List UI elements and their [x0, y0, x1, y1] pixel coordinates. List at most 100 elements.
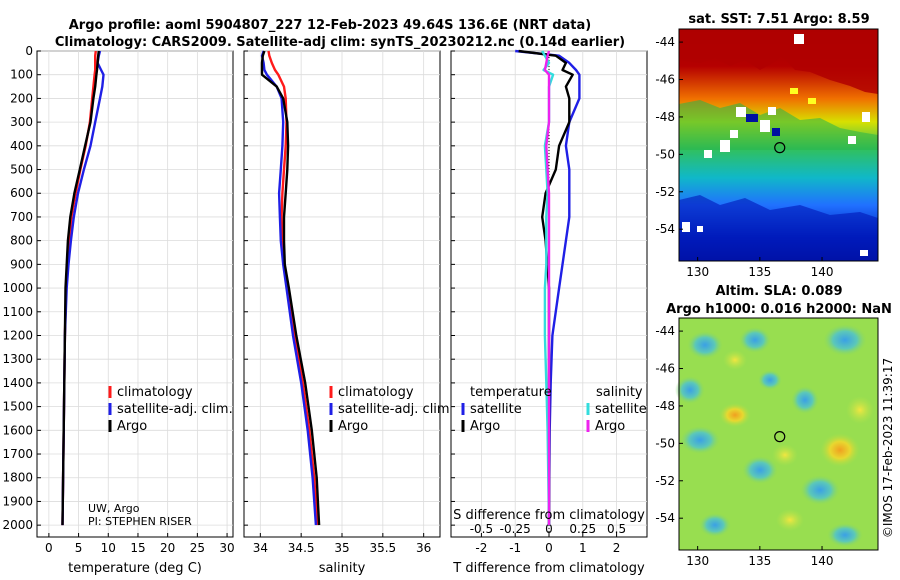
map-lat-tick-label: -54 [655, 222, 675, 236]
sst-cloud-patch [768, 107, 776, 115]
x-tick-label: 2 [613, 541, 621, 555]
map-lon-tick-label: 135 [748, 554, 771, 568]
x-tick-label: 34.5 [288, 541, 315, 555]
pressure-tick-label: 700 [10, 210, 33, 224]
sst-cloud-patch [808, 98, 816, 104]
map-lon-tick-label: 140 [811, 265, 834, 279]
pressure-tick-label: 900 [10, 257, 33, 271]
temperature-panel: 0100200300400500600700800900100011001200… [2, 44, 234, 576]
pressure-tick-label: 800 [10, 234, 33, 248]
sst-cloud-patch [736, 107, 746, 117]
series-temperature-satellite [515, 49, 581, 526]
sst-cloud-patch [697, 226, 703, 232]
sla-low-anomaly [758, 370, 782, 390]
pressure-tick-label: 1100 [2, 305, 33, 319]
x-tick-label: 36 [416, 541, 431, 555]
map-lat-tick-label: -52 [655, 474, 675, 488]
x-tick-label: 1 [579, 541, 587, 555]
map-lat-tick-label: -44 [655, 35, 675, 49]
salinity-legend: climatology satellite-adj. clim. Argo [329, 385, 454, 434]
s-difference-label: S difference from climatology [453, 508, 645, 523]
map-lon-tick-label: 130 [686, 554, 709, 568]
pressure-tick-label: 300 [10, 115, 33, 129]
pressure-tick-label: 1900 [2, 494, 33, 508]
pressure-tick-label: 600 [10, 186, 33, 200]
s-diff-tick-label: 0 [545, 522, 553, 536]
sla-high-anomaly [772, 444, 798, 466]
s-difference-tick-labels: -0.5 -0.25 0 0.25 0.5 [470, 522, 626, 536]
pressure-tick-label: 500 [10, 163, 33, 177]
sst-cloud-patch [760, 120, 770, 132]
map-lon-tick-label: 130 [686, 265, 709, 279]
s-diff-tick-label: 0.25 [569, 522, 596, 536]
map-lat-tick-label: -48 [655, 399, 675, 413]
legend-s-argo-label: Argo [595, 419, 625, 434]
sla-map: Altim. SLA: 0.089 Argo h1000: 0.016 h200… [655, 284, 891, 568]
sla-low-anomaly [675, 376, 705, 404]
sla-map-ticks: 130 135 140 -44 -46 -48 -50 -52 -54 [655, 324, 833, 568]
map-lon-tick-label: 140 [811, 554, 834, 568]
temperature-tick-labels: 0 5 10 15 20 25 30 [45, 541, 235, 555]
salinity-series [260, 50, 321, 526]
sst-cloud-patch [862, 112, 870, 122]
pressure-tick-label: 1300 [2, 352, 33, 366]
sst-cloud-patch [848, 136, 856, 144]
s-diff-tick-label: 0.5 [607, 522, 626, 536]
salinity-panel: 34 34.5 35 35.5 36 salinity climatology sate… [243, 50, 454, 576]
map-lat-tick-label: -50 [655, 147, 675, 161]
x-tick-label: 5 [75, 541, 83, 555]
x-tick-label: 15 [130, 541, 145, 555]
sla-low-anomaly [742, 456, 778, 484]
series-climatology [267, 50, 319, 526]
sst-argo-location-marker [774, 142, 786, 154]
figure-title-line2: Climatology: CARS2009. Satellite-adj cli… [55, 35, 625, 50]
pressure-tick-label: 1200 [2, 328, 33, 342]
legend-argo-label: Argo [338, 419, 368, 434]
sst-map-frame [678, 28, 879, 262]
x-tick-label: 0 [45, 541, 53, 555]
t-difference-xlabel: T difference from climatology [452, 561, 645, 576]
legend-argo-label: Argo [117, 419, 147, 434]
difference-series [515, 49, 581, 526]
pressure-tick-label: 1000 [2, 281, 33, 295]
sla-argo-location-marker [774, 431, 786, 443]
salinity-xlabel: salinity [319, 561, 366, 576]
map-lat-tick-label: -50 [655, 436, 675, 450]
legend-s-satellite-label: satellite [595, 402, 647, 417]
pressure-tick-label: 2000 [2, 518, 33, 532]
sla-low-anomaly [791, 386, 819, 414]
s-diff-tick-label: -0.5 [470, 522, 493, 536]
salinity-grid [244, 50, 440, 537]
legend-temperature-heading: temperature [470, 385, 552, 400]
temperature-legend: climatology satellite-adj. clim. Argo [108, 385, 233, 434]
pressure-tick-labels: 0 100 200 300 400 500 600 700 800 900 1000 1100 1200… [2, 44, 33, 532]
sst-field-texture [679, 29, 878, 261]
series-argo [260, 50, 321, 526]
figure-title-line1: Argo profile: aoml 5904807_227 12-Feb-20… [69, 18, 591, 33]
legend-satellite-label: satellite-adj. clim. [117, 402, 233, 417]
temperature-grid [37, 50, 233, 537]
sst-warm-region [679, 29, 878, 94]
sst-cloud-patch [860, 250, 868, 256]
sst-map-title: sat. SST: 7.51 Argo: 8.59 [688, 12, 869, 27]
pressure-tick-label: 1700 [2, 447, 33, 461]
sla-low-anomaly [827, 523, 863, 547]
legend-climatology-label: climatology [338, 385, 414, 400]
sst-cloud-patch [790, 88, 798, 94]
sla-map-title: Altim. SLA: 0.089 [716, 284, 843, 299]
pressure-tick-label: 1800 [2, 471, 33, 485]
temperature-series [61, 50, 105, 526]
x-tick-label: 25 [190, 541, 205, 555]
sst-map-ticks: 130 135 140 -44 -46 -48 -50 -52 -54 [655, 35, 833, 279]
pressure-tick-label: 1600 [2, 423, 33, 437]
sst-cloud-patch [746, 114, 758, 122]
sst-cloud-patch [772, 128, 780, 136]
x-tick-label: -1 [509, 541, 521, 555]
sla-low-anomaly [680, 426, 720, 454]
map-lat-tick-label: -46 [655, 362, 675, 376]
x-tick-label: 34 [253, 541, 268, 555]
sla-low-anomaly [687, 331, 723, 359]
legend-t-satellite-label: satellite [470, 402, 522, 417]
difference-legend: temperature satellite Argo salinity sate… [461, 385, 647, 434]
